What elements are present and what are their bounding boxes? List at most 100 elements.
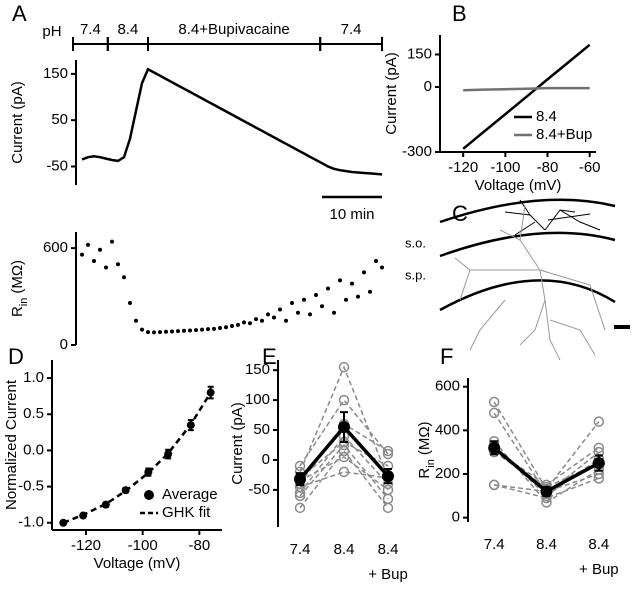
point — [146, 330, 150, 335]
legend-label: Average — [162, 486, 218, 503]
point — [218, 326, 222, 331]
x-tick-label: 7.4 — [290, 541, 311, 558]
point — [188, 328, 192, 333]
point — [140, 327, 144, 332]
point — [236, 322, 240, 327]
cell-point — [593, 416, 605, 427]
y-tick-label: 400 — [435, 421, 460, 438]
y-tick-label: 1.0 — [23, 369, 44, 386]
cell-line — [493, 401, 600, 491]
y-tick-label: 50 — [51, 111, 68, 128]
y-tick-label: -300 — [402, 143, 432, 160]
marker — [101, 500, 110, 509]
cell-point — [593, 442, 605, 454]
x-tick-label: 8.4 — [334, 541, 355, 558]
point — [314, 292, 318, 297]
y-axis-label: Current (pA) — [383, 52, 400, 135]
cell-point — [382, 502, 394, 514]
x-tick-label: -120 — [71, 537, 101, 554]
point — [80, 252, 84, 257]
x-tick-note: + Bup — [368, 566, 408, 583]
cell-line — [299, 365, 389, 479]
point — [176, 329, 180, 334]
cell-point — [382, 448, 394, 460]
y-tick-label: 200 — [435, 465, 460, 482]
y-tick-label: 0 — [424, 78, 432, 95]
cell-point — [488, 479, 500, 491]
y-label-main: R — [9, 306, 26, 317]
point — [98, 247, 102, 252]
panel-letter: C — [452, 201, 468, 226]
y-tick-label: 0 — [262, 451, 270, 468]
point — [308, 312, 312, 317]
mean-point — [294, 473, 306, 486]
mean-point — [488, 441, 501, 454]
cell-line — [493, 477, 600, 499]
ph-label: pH — [42, 23, 61, 40]
point — [158, 330, 162, 335]
cell-line — [299, 398, 389, 467]
y-tick-label: -50 — [46, 157, 68, 174]
point — [116, 262, 120, 267]
point — [260, 318, 264, 323]
dendrite — [454, 204, 606, 361]
layer-boundary — [439, 198, 616, 224]
x-tick-label: 7.4 — [484, 536, 505, 553]
mean-point — [540, 485, 553, 498]
cell-point — [541, 497, 552, 508]
point — [230, 323, 234, 328]
cell-point — [294, 487, 306, 499]
marker — [206, 388, 215, 397]
x-tick-label: -80 — [537, 159, 559, 176]
layer-label: s.o. — [405, 235, 426, 250]
mean-point — [338, 421, 350, 434]
ph-segment-label: 8.4+Bupivacaine — [178, 21, 289, 38]
y-tick-label: 0 — [60, 336, 68, 353]
panel-letter: D — [8, 344, 24, 369]
point — [326, 286, 330, 291]
y-axis-label: Current (pA) — [9, 81, 26, 164]
point — [110, 239, 114, 244]
y-axis-label: Current (pA) — [229, 402, 246, 485]
cell-line — [493, 412, 600, 495]
layer-boundary — [439, 231, 616, 258]
y-tick-label: 100 — [245, 391, 270, 408]
y-tick-label: 150 — [245, 361, 270, 378]
point — [296, 310, 300, 315]
y-axis-label: Normalized Current — [3, 379, 20, 510]
cell-point — [382, 484, 394, 496]
point — [350, 281, 354, 286]
x-tick-label: -100 — [128, 537, 158, 554]
y-tick-label: 50 — [253, 421, 270, 438]
y-tick-label: 150 — [43, 65, 68, 82]
cell-line — [299, 434, 389, 494]
panel-letter: E — [262, 344, 277, 369]
y-tick-label: 0.0 — [23, 441, 44, 458]
point — [248, 321, 252, 326]
legend-label: 8.4+Bup — [536, 126, 592, 143]
point — [320, 304, 324, 309]
y-axis-label: Rin (MΩ) — [416, 421, 437, 478]
point — [152, 330, 156, 335]
point — [224, 325, 228, 330]
point — [254, 317, 258, 322]
point — [368, 289, 372, 294]
point — [194, 328, 198, 333]
line — [462, 43, 591, 150]
point — [92, 259, 96, 264]
y-tick-label: 0 — [452, 509, 460, 526]
y-tick-label: -50 — [248, 481, 270, 498]
x-tick-label: 8.4 — [378, 541, 399, 558]
point — [344, 297, 348, 302]
point — [128, 301, 132, 306]
point — [212, 326, 216, 331]
point — [206, 327, 210, 332]
cell-point — [338, 466, 350, 478]
x-tick-label: 8.4 — [588, 536, 609, 553]
cell-point — [382, 445, 394, 457]
scale-bar-label: 10 min — [329, 206, 374, 223]
y-tick-label: -0.5 — [18, 478, 44, 495]
line — [62, 391, 212, 524]
y-label-sub: in — [18, 298, 30, 307]
point — [200, 327, 204, 332]
